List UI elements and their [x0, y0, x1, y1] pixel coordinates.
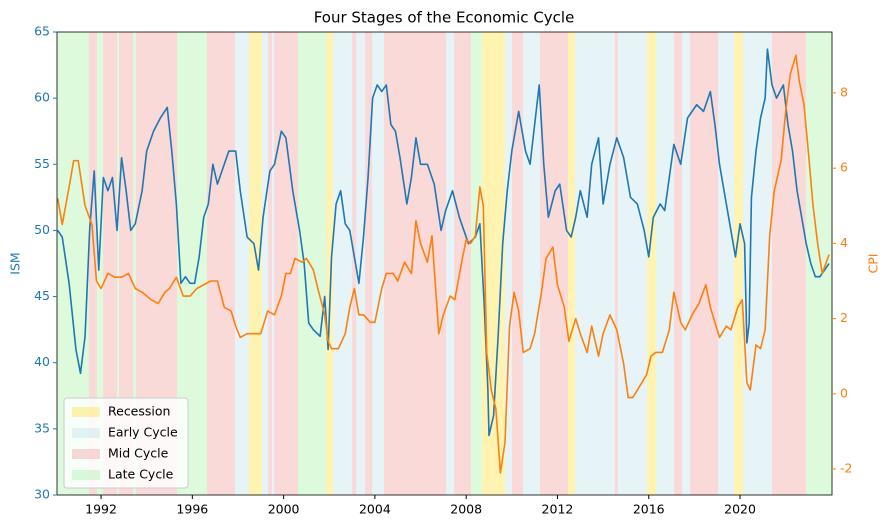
phase-band: [274, 32, 298, 495]
phase-band: [656, 32, 675, 495]
y-tick-label: 35: [34, 420, 50, 435]
legend-swatch: [72, 407, 100, 417]
phase-band: [674, 32, 683, 495]
phase-band: [614, 32, 618, 495]
phase-band: [333, 32, 353, 495]
phase-band: [248, 32, 262, 495]
y-tick-label: 65: [34, 24, 50, 39]
y2-tick-label: -2: [840, 461, 852, 476]
x-tick-label: 2008: [450, 502, 482, 517]
phase-band: [523, 32, 541, 495]
x-tick-label: 2020: [724, 502, 756, 517]
legend-swatch: [72, 470, 100, 480]
y2-tick-label: 0: [840, 385, 848, 400]
phase-band: [446, 32, 455, 495]
phase-band: [690, 32, 719, 495]
legend-label: Mid Cycle: [108, 446, 169, 461]
legend-swatch: [72, 428, 100, 438]
phase-band: [718, 32, 735, 495]
y2-axis-label: CPI: [866, 254, 881, 274]
y2-tick-label: 4: [840, 235, 848, 250]
phase-band: [575, 32, 615, 495]
plot-frame: [56, 31, 833, 496]
phase-band: [567, 32, 576, 495]
series-line: [57, 48, 830, 437]
x-tick-label: 2016: [633, 502, 665, 517]
y-tick-label: 45: [34, 288, 50, 303]
y-tick-label: 40: [34, 354, 50, 369]
phase-band: [132, 32, 136, 495]
x-tick-label: 1996: [176, 502, 208, 517]
phase-band: [384, 32, 447, 495]
phase-band: [365, 32, 373, 495]
legend-label: Late Cycle: [108, 467, 174, 482]
y-axis-label: ISM: [8, 252, 23, 274]
y-tick-label: 60: [34, 90, 50, 105]
y2-tick-label: 2: [840, 310, 848, 325]
phase-band: [470, 32, 482, 495]
phase-band: [454, 32, 471, 495]
phase-band: [271, 32, 275, 495]
y2-tick-label: 8: [840, 84, 848, 99]
y-tick-label: 55: [34, 156, 50, 171]
phase-band: [372, 32, 385, 495]
phase-band: [235, 32, 249, 495]
phase-band: [540, 32, 568, 495]
legend-label: Early Cycle: [108, 425, 178, 440]
phase-band: [646, 32, 657, 495]
phase-band: [617, 32, 647, 495]
phase-band: [297, 32, 327, 495]
phase-band: [771, 32, 806, 495]
y2-tick-label: 6: [840, 160, 848, 175]
legend-swatch: [72, 449, 100, 459]
phase-band: [682, 32, 691, 495]
phase-band: [103, 32, 118, 495]
plot-area: [57, 32, 832, 495]
y-tick-label: 50: [34, 222, 50, 237]
legend-label: Recession: [108, 404, 170, 419]
phase-band: [206, 32, 236, 495]
x-tick-label: 2000: [268, 502, 300, 517]
phase-band: [734, 32, 743, 495]
phase-band: [326, 32, 334, 495]
x-tick-label: 1992: [85, 502, 117, 517]
phase-band: [119, 32, 133, 495]
legend-box: [63, 397, 189, 489]
y-tick-label: 30: [34, 487, 50, 502]
x-tick-label: 2004: [359, 502, 391, 517]
x-tick-label: 2012: [542, 502, 574, 517]
phase-band: [352, 32, 357, 495]
phase-band: [512, 32, 524, 495]
phase-band: [88, 32, 97, 495]
series-line: [57, 54, 830, 474]
phase-band: [96, 32, 104, 495]
phase-band: [504, 32, 513, 495]
phase-band: [742, 32, 772, 495]
phase-band: [268, 32, 272, 495]
phase-band: [261, 32, 269, 495]
phase-band: [117, 32, 120, 495]
chart-title: Four Stages of the Economic Cycle: [314, 9, 575, 27]
